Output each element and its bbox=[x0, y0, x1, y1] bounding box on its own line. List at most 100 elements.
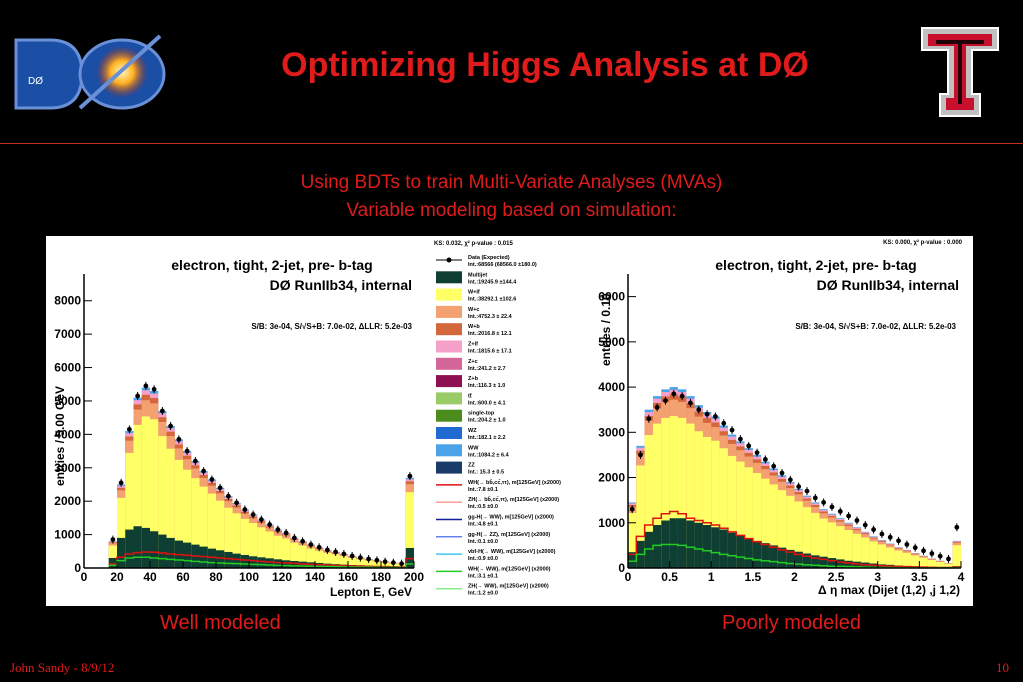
chart1-bar-multijet-10 bbox=[711, 527, 720, 568]
chart0-data-point-29 bbox=[349, 553, 355, 559]
chart1-bar-multijet-8 bbox=[694, 522, 703, 568]
chart0-bar-multijet-1 bbox=[117, 537, 126, 568]
tt-logo: T bbox=[918, 24, 1002, 120]
chart1-xtick-label-8: 4 bbox=[958, 570, 965, 584]
chart1-bar-multijet-13 bbox=[736, 535, 745, 568]
chart0-bar-multijet-17 bbox=[249, 556, 258, 568]
chart0-xtick-label-5: 100 bbox=[239, 570, 259, 584]
chart1-data-point-3 bbox=[654, 405, 660, 410]
legend-value-7: Int.:116.3 ± 1.0 bbox=[468, 383, 505, 389]
chart0-bar-multijet-23 bbox=[298, 561, 307, 568]
right-chart-xlabel: Δ η max (Dijet (1,2) ,j 1,2) bbox=[818, 583, 960, 597]
chart1-bar-wlf-0 bbox=[628, 512, 637, 568]
chart1-bar-wlf-13 bbox=[736, 461, 745, 568]
chart0-data-point-33 bbox=[382, 559, 388, 565]
caption-right: Poorly modeled bbox=[722, 612, 861, 634]
chart1-data-point-7 bbox=[688, 400, 693, 406]
chart1-data-point-24 bbox=[829, 504, 835, 510]
chart0-bar-wlf-32 bbox=[372, 561, 381, 568]
legend-label-2: W+lf bbox=[468, 290, 480, 296]
legend-swatch-6 bbox=[436, 357, 462, 370]
chart1-data-point-26 bbox=[846, 513, 852, 519]
chart1-ytick-label-3: 3000 bbox=[598, 425, 625, 439]
chart0-bar-multijet-7 bbox=[166, 537, 175, 568]
chart0-bar-multijet-3 bbox=[133, 526, 142, 568]
chart0-ytick-label-2: 2000 bbox=[54, 494, 81, 508]
chart1-data-point-17 bbox=[771, 463, 777, 469]
legend-swatch-3 bbox=[436, 305, 462, 318]
right-chart: KS: 0.000, χ² p-value : 0.000 electron, … bbox=[598, 239, 965, 597]
legend-label-6: Z+c bbox=[468, 359, 478, 365]
chart1-bar-wlf-14 bbox=[744, 467, 753, 568]
chart0-bar-multijet-12 bbox=[207, 548, 216, 568]
legend-value-11: Int.:1084.2 ± 6.4 bbox=[468, 452, 510, 458]
chart0-data-point-0 bbox=[110, 537, 116, 543]
chart1-ytick-label-6: 6000 bbox=[598, 290, 625, 304]
chart1-bar-wlf-23 bbox=[819, 518, 828, 568]
chart1-data-point-25 bbox=[837, 509, 843, 514]
chart1-bar-wlf-22 bbox=[811, 512, 820, 568]
chart1-bar-wlf-29 bbox=[869, 541, 878, 568]
chart1-data-point-38 bbox=[946, 556, 951, 562]
chart1-data-point-1 bbox=[638, 452, 643, 458]
chart1-data-point-37 bbox=[937, 553, 943, 559]
legend-label-16: gg-H(→ ZZ), m[125GeV] (x2000) bbox=[468, 532, 550, 538]
chart1-bar-multijet-20 bbox=[794, 551, 803, 568]
legend-marker-0 bbox=[446, 257, 452, 263]
chart1-stack bbox=[628, 387, 961, 568]
chart0-ytick-label-6: 6000 bbox=[54, 361, 81, 375]
legend-value-2: Int.:38292.1 ±102.6 bbox=[468, 297, 516, 303]
chart0-xtick-label-7: 140 bbox=[305, 570, 325, 584]
legend-label-8: tt̄ bbox=[468, 393, 472, 399]
chart1-bar-multijet-15 bbox=[752, 540, 762, 568]
chart1-data-point-13 bbox=[737, 436, 743, 442]
chart1-bar-wlf-10 bbox=[711, 440, 720, 568]
chart1-data-point-23 bbox=[821, 500, 827, 505]
chart0-bar-multijet-24 bbox=[306, 562, 315, 568]
chart1-xtick-label-0: 0 bbox=[625, 570, 632, 584]
chart0-data-point-25 bbox=[316, 544, 322, 550]
chart1-bar-wlf-27 bbox=[852, 533, 862, 568]
chart0-ytick-label-5: 5000 bbox=[54, 394, 81, 408]
chart0-bar-wlf-2 bbox=[125, 452, 134, 568]
legend-value-10: Int.:182.1 ± 2.2 bbox=[468, 435, 506, 441]
chart0-data-point-35 bbox=[399, 561, 405, 567]
chart0-bar-multijet-0 bbox=[108, 557, 117, 568]
chart0-data-point-10 bbox=[192, 458, 198, 464]
chart1-bar-wlf-20 bbox=[794, 501, 803, 568]
chart1-bar-multijet-17 bbox=[769, 545, 778, 568]
chart1-bar-wlf-4 bbox=[661, 417, 670, 568]
chart0-data-point-36 bbox=[407, 473, 413, 479]
chart1-bar-wlf-16 bbox=[761, 478, 770, 568]
chart0-ytick-label-7: 7000 bbox=[54, 327, 81, 341]
chart0-bar-wlf-29 bbox=[348, 557, 357, 568]
chart1-bar-wlf-6 bbox=[677, 417, 687, 568]
chart1-data-point-28 bbox=[862, 522, 868, 528]
legend-value-0: Int.:68566 (68566.0 ±180.0) bbox=[468, 262, 537, 268]
chart0-bar-wlf-31 bbox=[364, 560, 373, 568]
legend-value-17: Int.:0.9 ±0.0 bbox=[468, 556, 498, 562]
chart0-bar-multijet-4 bbox=[141, 527, 150, 568]
chart0-data-point-34 bbox=[390, 560, 396, 566]
legend-label-9: single-top bbox=[468, 411, 495, 417]
chart1-data-point-5 bbox=[671, 391, 677, 397]
legend-value-13: Int.:7.8 ±0.1 bbox=[468, 487, 498, 493]
chart0-bar-wlf-26 bbox=[323, 552, 332, 568]
chart1-bar-wlf-11 bbox=[719, 448, 728, 568]
chart0-xtick-label-9: 180 bbox=[371, 570, 391, 584]
legend-label-10: WZ bbox=[468, 428, 477, 434]
legend-swatch-7 bbox=[436, 375, 462, 388]
chart1-xtick-label-4: 2 bbox=[791, 570, 798, 584]
chart0-stack bbox=[108, 387, 414, 568]
chart0-bar-wlf-7 bbox=[166, 448, 175, 568]
chart0-bar-multijet-21 bbox=[282, 560, 291, 568]
legend-label-4: W+b bbox=[468, 324, 480, 330]
d0-logo-text: DØ bbox=[28, 76, 43, 87]
legend-label-19: ZH(→ WW), m[125GeV] (x2000) bbox=[468, 584, 549, 590]
chart1-data-point-6 bbox=[679, 393, 685, 399]
chart0-bar-multijet-20 bbox=[273, 559, 282, 568]
chart0-bar-multijet-13 bbox=[216, 550, 225, 568]
chart0-ytick-label-0: 0 bbox=[74, 561, 81, 575]
chart0-bar-wlf-36 bbox=[405, 492, 414, 568]
chart0-bar-wlf-21 bbox=[282, 538, 291, 568]
